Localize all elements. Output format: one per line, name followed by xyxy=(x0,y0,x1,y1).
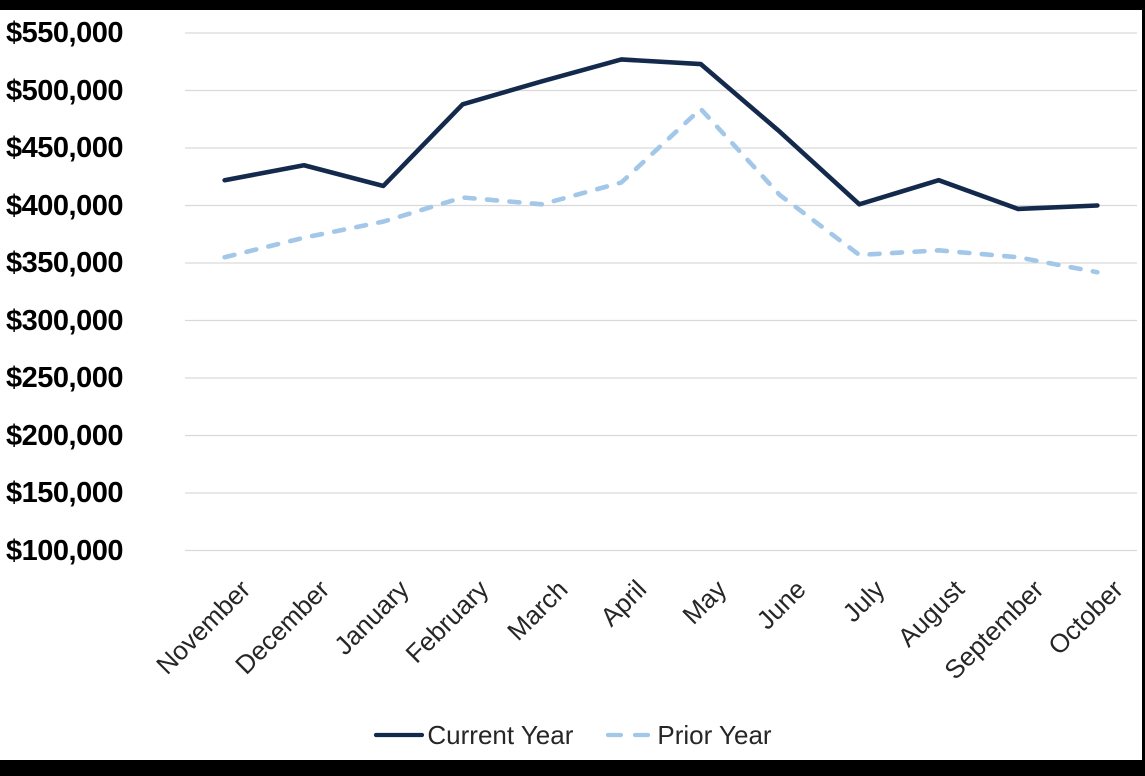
y-tick-label: $100,000 xyxy=(6,534,123,567)
y-tick-label: $250,000 xyxy=(6,362,123,394)
y-tick-label: $350,000 xyxy=(6,247,123,279)
series-line-current-year xyxy=(222,57,1100,212)
y-tick-label: $150,000 xyxy=(6,477,123,509)
frame-border-right xyxy=(1142,0,1145,776)
frame-border-bottom xyxy=(0,760,1145,776)
y-tick-label: $400,000 xyxy=(6,189,123,222)
legend: Current Year Prior Year xyxy=(0,716,1145,754)
y-tick-label: $450,000 xyxy=(6,132,123,164)
legend-label-current-year: Current Year xyxy=(427,719,574,750)
legend-item-prior-year: Prior Year xyxy=(605,719,772,751)
legend-label-prior-year: Prior Year xyxy=(657,719,772,750)
y-tick-label: $300,000 xyxy=(6,304,123,337)
legend-item-current-year: Current Year xyxy=(373,720,573,751)
y-tick-label: $200,000 xyxy=(6,419,123,452)
prior-year-dash-swatch-icon xyxy=(606,732,655,738)
current-year-line-swatch-icon xyxy=(374,732,425,738)
series-line-prior-year xyxy=(222,106,1100,275)
frame-border-top xyxy=(0,0,1145,10)
y-tick-label: $500,000 xyxy=(6,74,123,107)
y-tick-label: $550,000 xyxy=(6,17,123,49)
